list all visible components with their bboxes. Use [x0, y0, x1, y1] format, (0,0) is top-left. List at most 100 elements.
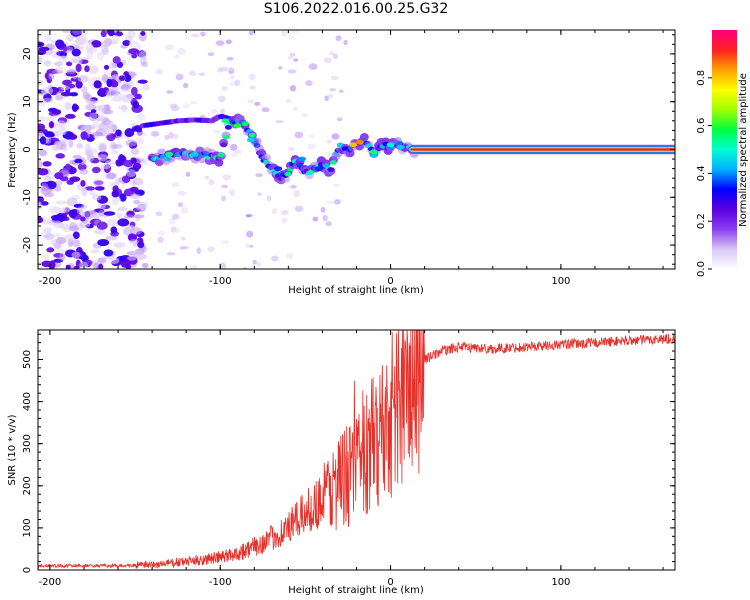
heatmap-x-tick-label: -100 — [209, 276, 232, 287]
heatmap-speckle — [98, 263, 104, 269]
heatmap-speckle — [173, 133, 179, 140]
heatmap-speckle — [135, 205, 147, 211]
heatmap-speckle — [208, 179, 215, 186]
heatmap-speckle — [112, 56, 121, 64]
heatmap-speckle — [94, 228, 105, 235]
heatmap-speckle — [84, 104, 95, 109]
heatmap-speckle — [285, 252, 294, 259]
heatmap-speckle — [72, 231, 80, 240]
heatmap-speckle — [166, 90, 173, 94]
heatmap-speckle — [155, 68, 163, 75]
heatmap-speckle — [91, 40, 102, 48]
heatmap-speckle — [293, 106, 298, 111]
heatmap-speckle — [38, 41, 45, 48]
heatmap-speckle — [89, 190, 96, 196]
heatmap-speckle — [91, 76, 101, 81]
heatmap-speckle — [136, 113, 146, 121]
heatmap-speckle — [327, 93, 334, 99]
heatmap-speckle — [247, 99, 255, 104]
heatmap-speckle — [94, 105, 107, 112]
heatmap-speckle — [141, 263, 149, 269]
heatmap-speckle — [230, 75, 235, 80]
heatmap-speckle — [68, 139, 74, 148]
heatmap-ridge-core — [284, 171, 292, 177]
snr-x-tick-label: -200 — [39, 577, 62, 588]
heatmap-speckle — [164, 44, 174, 51]
heatmap-speckle — [106, 218, 118, 227]
heatmap-speckle — [254, 101, 261, 106]
heatmap-hotspot — [369, 149, 378, 155]
heatmap-speckle — [325, 221, 332, 227]
heatmap-speckle — [43, 60, 52, 66]
heatmap-marks — [38, 30, 675, 269]
heatmap-speckle — [204, 175, 210, 180]
heatmap-speckle — [198, 72, 206, 76]
heatmap-speckle — [271, 208, 278, 214]
heatmap-speckle — [343, 39, 348, 46]
heatmap-speckle — [106, 172, 117, 180]
heatmap-speckle — [38, 196, 45, 203]
heatmap-speckle — [69, 58, 78, 64]
heatmap-steady-band — [411, 148, 675, 151]
heatmap-speckle — [44, 34, 52, 41]
heatmap-speckle — [93, 80, 102, 89]
snr-y-tick-label: 300 — [22, 434, 33, 453]
heatmap-hotspot — [221, 118, 230, 124]
colorbar-tick-label: 0.6 — [696, 118, 707, 134]
heatmap-speckle — [76, 142, 83, 149]
heatmap-speckle — [221, 195, 226, 202]
heatmap-speckle — [231, 153, 238, 157]
heatmap-speckle — [79, 222, 91, 228]
heatmap-speckle — [75, 80, 83, 89]
heatmap-speckle — [71, 103, 78, 113]
colorbar-scale — [712, 30, 737, 269]
heatmap-y-axis-label: Frequency (Hz) — [7, 112, 18, 188]
colorbar-tick-label: 0.0 — [696, 261, 707, 277]
heatmap-speckle — [157, 231, 166, 236]
heatmap-speckle — [252, 259, 257, 265]
heatmap-speckle — [207, 52, 215, 57]
heatmap-ridge-core — [329, 160, 337, 165]
heatmap-speckle — [180, 206, 189, 214]
heatmap-speckle — [86, 50, 94, 60]
heatmap-hotspot — [190, 151, 199, 157]
heatmap-y-ticks: -20 -10 0 10 20 — [22, 34, 675, 265]
heatmap-speckle — [196, 247, 202, 255]
heatmap-speckle — [53, 140, 62, 150]
heatmap-speckle — [220, 108, 226, 115]
heatmap-speckle — [261, 107, 270, 113]
heatmap-speckle — [93, 179, 104, 187]
colorbar-label: Normalized spectral amplitude — [738, 73, 749, 227]
heatmap-speckle — [266, 195, 272, 202]
heatmap-speckle — [44, 131, 55, 138]
heatmap-hotspot — [315, 166, 324, 172]
heatmap-speckle — [294, 131, 304, 139]
heatmap-speckle — [75, 63, 82, 73]
heatmap-speckle — [271, 255, 279, 262]
heatmap-speckle — [132, 250, 140, 258]
heatmap-hotspot — [165, 151, 174, 157]
heatmap-speckle — [63, 234, 75, 243]
snr-y-tick-label: 500 — [22, 350, 33, 369]
heatmap-speckle — [164, 134, 170, 141]
heatmap-speckle — [131, 86, 138, 96]
heatmap-hotspot — [246, 137, 255, 143]
heatmap-speckle — [302, 113, 309, 118]
heatmap-speckle — [76, 35, 88, 41]
heatmap-speckle — [117, 218, 130, 227]
heatmap-speckle — [54, 184, 62, 192]
heatmap-speckle — [103, 211, 116, 216]
heatmap-speckle — [105, 235, 118, 241]
heatmap-speckle — [248, 30, 254, 36]
heatmap-ridge-halo — [359, 133, 369, 142]
heatmap-speckle — [92, 194, 102, 201]
heatmap-speckle — [66, 34, 75, 42]
heatmap-speckle — [229, 189, 235, 197]
heatmap-y-tick-label: -10 — [22, 189, 33, 205]
heatmap-hotspot — [274, 166, 283, 172]
heatmap-speckle — [125, 169, 137, 178]
heatmap-speckle — [190, 33, 200, 38]
heatmap-speckle — [96, 221, 108, 230]
heatmap-speckle — [97, 257, 107, 263]
heatmap-speckle — [278, 66, 283, 70]
